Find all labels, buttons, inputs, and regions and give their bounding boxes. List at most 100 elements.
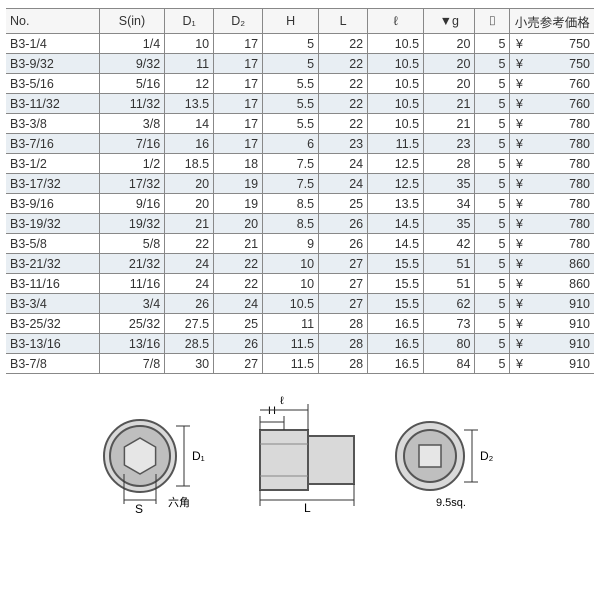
cell-no: B3-7/8 [6,354,99,374]
cell-yen: ¥ [510,214,529,234]
cell-pkg: 5 [475,134,510,154]
col-s: S(in) [99,9,164,34]
cell-s: 5/8 [99,234,164,254]
cell-s: 3/4 [99,294,164,314]
cell-d1: 20 [165,194,214,214]
cell-no: B3-21/32 [6,254,99,274]
cell-d1: 24 [165,274,214,294]
table-row: B3-1/21/218.5187.52412.5285¥780 [6,154,594,174]
cell-l: 28 [319,334,368,354]
cell-ell: 16.5 [368,354,424,374]
cell-s: 7/8 [99,354,164,374]
cell-g: 35 [424,174,475,194]
cell-pkg: 5 [475,74,510,94]
cell-no: B3-1/4 [6,34,99,54]
cell-no: B3-7/16 [6,134,99,154]
cell-ell: 16.5 [368,334,424,354]
cell-price: 910 [529,354,594,374]
cell-no: B3-3/8 [6,114,99,134]
table-row: B3-7/167/16161762311.5235¥780 [6,134,594,154]
table-row: B3-9/329/32111752210.5205¥750 [6,54,594,74]
cell-no: B3-5/16 [6,74,99,94]
cell-price: 780 [529,234,594,254]
cell-ell: 15.5 [368,254,424,274]
cell-ell: 12.5 [368,154,424,174]
cell-price: 760 [529,74,594,94]
table-row: B3-3/83/814175.52210.5215¥780 [6,114,594,134]
cell-d2: 22 [214,254,263,274]
cell-yen: ¥ [510,234,529,254]
cell-ell: 11.5 [368,134,424,154]
cell-g: 23 [424,134,475,154]
table-row: B3-11/3211/3213.5175.52210.5215¥760 [6,94,594,114]
cell-s: 3/8 [99,114,164,134]
cell-pkg: 5 [475,334,510,354]
cell-s: 7/16 [99,134,164,154]
table-row: B3-9/169/1620198.52513.5345¥780 [6,194,594,214]
cell-l: 27 [319,274,368,294]
cell-h: 11 [263,314,319,334]
cell-yen: ¥ [510,74,529,94]
cell-yen: ¥ [510,94,529,114]
cell-no: B3-25/32 [6,314,99,334]
cell-ell: 15.5 [368,274,424,294]
cell-g: 51 [424,254,475,274]
table-row: B3-7/87/8302711.52816.5845¥910 [6,354,594,374]
cell-s: 11/16 [99,274,164,294]
cell-no: B3-17/32 [6,174,99,194]
cell-l: 24 [319,154,368,174]
cell-d2: 24 [214,294,263,314]
cell-ell: 14.5 [368,234,424,254]
cell-g: 35 [424,214,475,234]
cell-h: 7.5 [263,174,319,194]
cell-ell: 10.5 [368,74,424,94]
cell-yen: ¥ [510,194,529,214]
cell-d1: 26 [165,294,214,314]
cell-pkg: 5 [475,314,510,334]
cell-ell: 16.5 [368,314,424,334]
cell-d2: 18 [214,154,263,174]
cell-d2: 22 [214,274,263,294]
cell-d1: 12 [165,74,214,94]
cell-no: B3-11/16 [6,274,99,294]
cell-ell: 10.5 [368,34,424,54]
cell-s: 13/16 [99,334,164,354]
cell-yen: ¥ [510,254,529,274]
cell-h: 10 [263,274,319,294]
cell-d1: 10 [165,34,214,54]
cell-d1: 14 [165,114,214,134]
cell-h: 11.5 [263,354,319,374]
col-ell: ℓ [368,9,424,34]
cell-pkg: 5 [475,194,510,214]
lbl-ell: ℓ [280,395,284,407]
cell-l: 22 [319,34,368,54]
table-row: B3-1/41/4101752210.5205¥750 [6,34,594,54]
cell-d2: 19 [214,174,263,194]
cell-price: 780 [529,194,594,214]
cell-h: 6 [263,134,319,154]
cell-g: 21 [424,94,475,114]
cell-d2: 25 [214,314,263,334]
cell-h: 5.5 [263,114,319,134]
table-row: B3-17/3217/3220197.52412.5355¥780 [6,174,594,194]
cell-price: 910 [529,294,594,314]
cell-d2: 17 [214,54,263,74]
cell-g: 62 [424,294,475,314]
cell-l: 27 [319,254,368,274]
cell-price: 860 [529,274,594,294]
cell-g: 51 [424,274,475,294]
cell-s: 1/2 [99,154,164,174]
cell-d1: 27.5 [165,314,214,334]
lbl-s: S [135,502,143,516]
cell-price: 780 [529,134,594,154]
cell-g: 73 [424,314,475,334]
cell-d2: 17 [214,34,263,54]
cell-ell: 13.5 [368,194,424,214]
cell-yen: ¥ [510,114,529,134]
cell-yen: ¥ [510,354,529,374]
col-pkg: ⌷ [475,9,510,34]
cell-pkg: 5 [475,154,510,174]
cell-yen: ¥ [510,54,529,74]
table-row: B3-11/1611/162422102715.5515¥860 [6,274,594,294]
table-header-row: No. S(in) D₁ D₂ H L ℓ ▼g ⌷ 小売参考価格 [6,9,594,34]
